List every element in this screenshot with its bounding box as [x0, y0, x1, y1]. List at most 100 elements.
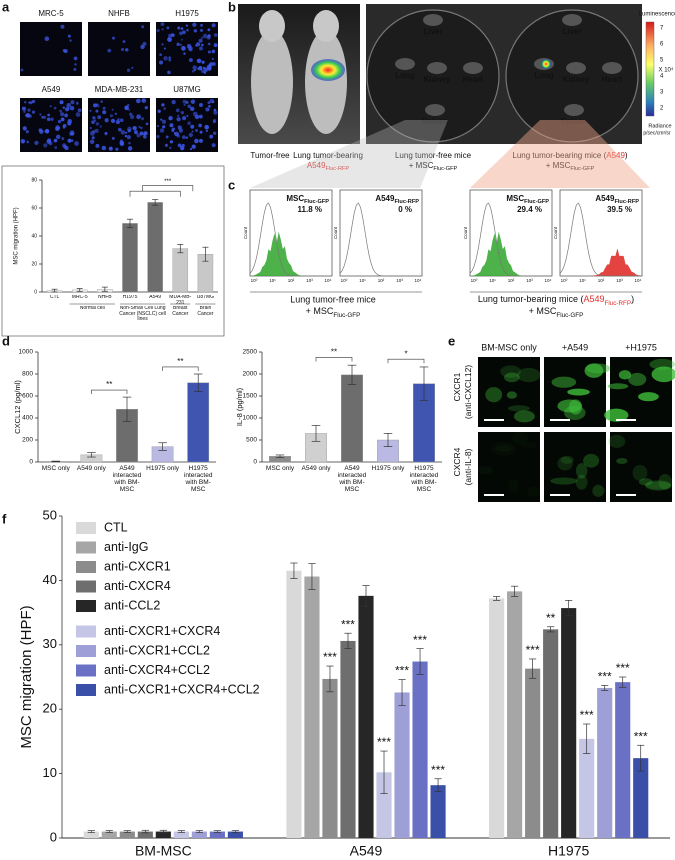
cell-nucleus	[55, 134, 61, 140]
cell-nucleus	[207, 50, 211, 54]
x-tick-label-box: A549 only	[302, 465, 331, 472]
cell-nucleus	[64, 113, 68, 118]
text-part: Fluc-GFP	[570, 166, 594, 172]
scale-tick: 6	[660, 42, 664, 48]
cell-nucleus	[43, 143, 48, 148]
cell-nucleus	[191, 144, 196, 149]
organ	[566, 62, 586, 74]
cell-nucleus	[94, 128, 99, 133]
cell-nucleus	[100, 100, 103, 103]
legend-label: anti-CXCR4	[104, 579, 171, 593]
cell-nucleus	[102, 110, 107, 115]
cell-nucleus	[59, 109, 63, 113]
cell-nucleus	[186, 28, 189, 32]
error-bar	[419, 366, 429, 401]
legend-label: anti-IgG	[104, 540, 148, 554]
organ-label: Kidney	[563, 75, 590, 84]
cell-nucleus	[125, 131, 128, 134]
cell-nucleus	[176, 42, 180, 47]
fluorescence-image	[610, 432, 672, 502]
mouse-head	[259, 10, 285, 42]
x-tick-label: A549 only	[76, 465, 106, 472]
x-tick-label: H1975	[122, 295, 138, 300]
significance: ***	[323, 650, 337, 664]
cell-nucleus	[25, 113, 29, 118]
cell-nucleus	[170, 33, 175, 38]
error-bar	[344, 632, 352, 650]
cell-nucleus	[94, 119, 97, 122]
cell-nucleus	[163, 47, 166, 50]
cell-nucleus	[66, 102, 71, 108]
x-tick-label: 10⁴	[415, 278, 422, 283]
cell-nucleus	[183, 52, 186, 55]
bracket	[387, 358, 425, 364]
cell-nucleus	[115, 147, 119, 151]
bar	[137, 831, 153, 838]
zoom-wedge	[470, 120, 650, 188]
y-tick-label: 1000	[243, 415, 258, 422]
bar	[340, 640, 356, 838]
x-tick-label: A549	[149, 295, 161, 300]
cell-nucleus	[169, 140, 173, 144]
cell-nucleus	[181, 46, 186, 51]
x-tick-label: H1975 interacted with BM-MSC	[409, 465, 439, 494]
organ	[463, 62, 483, 74]
error-bar	[76, 288, 83, 292]
cell-nucleus	[89, 139, 95, 144]
significance: ***	[341, 617, 355, 631]
x-tick-label-box: MSC only	[42, 465, 70, 472]
legend-swatch	[76, 600, 96, 612]
text-part: A549	[595, 194, 615, 203]
x-tick-label: 10¹	[269, 278, 276, 283]
text-part: A549	[375, 194, 395, 203]
bar	[525, 668, 541, 838]
legend-label: CTL	[104, 520, 128, 534]
cell-nucleus	[206, 35, 211, 40]
significance: **	[177, 357, 183, 366]
cell-nucleus	[180, 38, 183, 41]
cell-nucleus	[192, 22, 197, 27]
y-tick-label: 10	[43, 765, 57, 780]
panel-letter: b	[228, 0, 236, 14]
error-bar	[193, 373, 203, 392]
x-tick-label: 10³	[396, 278, 403, 283]
y-axis-label: MSC migration (HPF)	[14, 207, 20, 264]
x-tick-label: H1975 only	[146, 465, 180, 472]
cell-nucleus	[213, 110, 218, 115]
cell-nucleus	[27, 108, 31, 112]
y-axis-label: IL-8 (pg/ml)	[235, 387, 244, 426]
x-tick-label: 10⁴	[545, 278, 552, 283]
cell-nucleus	[145, 122, 149, 126]
scale-caption: Radiance	[648, 123, 671, 129]
histogram-control	[249, 202, 332, 277]
cell-nucleus	[211, 49, 216, 54]
cell-signal	[607, 383, 629, 390]
error-bar	[177, 830, 185, 833]
cell-signal	[584, 363, 604, 378]
significance: ***	[413, 633, 427, 647]
tumor-free-mouse	[251, 30, 293, 134]
bar	[155, 831, 171, 838]
cell-nucleus	[89, 126, 92, 130]
x-tick-label: 10¹	[359, 278, 366, 283]
cell-signal	[638, 392, 659, 402]
cell-nucleus	[205, 107, 210, 112]
cell-nucleus	[200, 23, 203, 27]
micrograph	[156, 98, 218, 152]
cell-nucleus	[54, 146, 58, 149]
cell-nucleus	[168, 115, 173, 121]
mouse-label: Tumor-free	[250, 151, 290, 160]
bar	[227, 831, 243, 838]
cell-nucleus	[213, 43, 218, 48]
cell-signal	[500, 365, 521, 378]
error-bar	[583, 723, 591, 754]
bracket	[315, 357, 353, 362]
text-part: A549	[583, 294, 604, 304]
text-part: + MSC	[529, 306, 557, 316]
bar	[191, 831, 207, 838]
y-tick-label: 30	[43, 636, 57, 651]
cell-signal	[516, 367, 541, 383]
cell-nucleus	[63, 49, 68, 54]
legend-label: anti-CXCR1+CXCR4+CCL2	[104, 682, 260, 696]
cell-nucleus	[115, 120, 120, 125]
